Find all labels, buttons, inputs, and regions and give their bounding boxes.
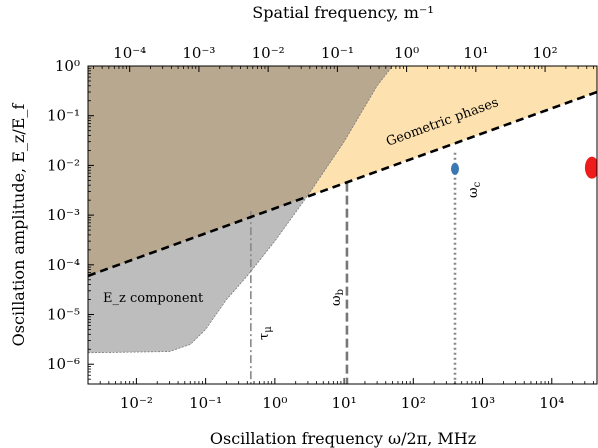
x-tick-label: 10⁰: [262, 394, 287, 412]
y-tick-label: 10⁻²: [47, 156, 80, 174]
y-tick-label: 10⁰: [55, 57, 80, 75]
x2-tick-label: 10⁻¹: [321, 44, 354, 62]
x-tick-label: 10⁻²: [120, 394, 153, 412]
x-tick-label: 10³: [470, 394, 495, 412]
ez-component-boundary-line: [88, 66, 393, 354]
x2-tick-label: 10⁻³: [182, 44, 215, 62]
blue-data-point: [450, 162, 459, 175]
y-tick-label: 10⁻⁶: [47, 355, 80, 373]
x-tick-label: 10¹: [332, 394, 357, 412]
ez-component-label: E_z component: [103, 291, 204, 306]
y-tick-label: 10⁻¹: [47, 107, 80, 125]
x2-tick-label: 10¹: [463, 44, 488, 62]
plot-frame: [87, 65, 598, 385]
x-tick-label: 10⁴: [539, 394, 564, 412]
x2-tick-label: 10²: [533, 44, 558, 62]
y-tick-label: 10⁻³: [47, 206, 80, 224]
tau-mu-label: τμ: [257, 326, 274, 340]
y-tick-label: 10⁻⁵: [47, 306, 80, 324]
omega-b-label: ωb: [329, 289, 346, 306]
x-tick-label: 10²: [401, 394, 426, 412]
x-axis-title: Oscillation frequency ω/2π, MHz: [210, 429, 476, 448]
x2-tick-label: 10⁻²: [252, 44, 285, 62]
x2-tick-label: 10⁻⁴: [113, 44, 146, 62]
omega-c-label: ωc: [466, 181, 483, 198]
red-data-point: [584, 156, 597, 179]
x2-tick-label: 10⁰: [394, 44, 419, 62]
x-tick-label: 10⁻¹: [189, 394, 222, 412]
y-axis-title: Oscillation amplitude, E_z/E_f: [9, 103, 28, 347]
x2-axis-title: Spatial frequency, m⁻¹: [252, 3, 433, 22]
y-tick-label: 10⁻⁴: [47, 256, 80, 274]
